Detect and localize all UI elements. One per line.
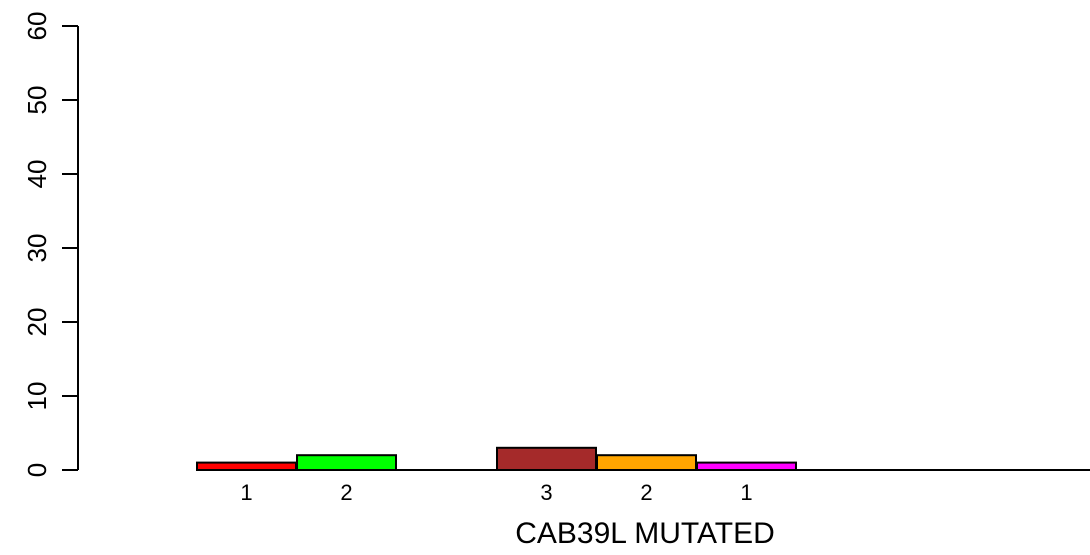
bar-count-label: 2 bbox=[340, 480, 352, 505]
bar bbox=[296, 454, 397, 472]
bar-count-label: 1 bbox=[240, 480, 252, 505]
y-tick-label: 40 bbox=[22, 160, 52, 189]
bars bbox=[196, 446, 797, 472]
y-tick-label: 20 bbox=[22, 308, 52, 337]
bar-count-label: 2 bbox=[640, 480, 652, 505]
bar-count-label: 3 bbox=[540, 480, 552, 505]
bar bbox=[596, 454, 697, 472]
bar bbox=[496, 446, 597, 471]
bar-count-label: 1 bbox=[740, 480, 752, 505]
y-axis: 0 10 20 30 40 50 60 bbox=[22, 12, 79, 477]
y-tick-label: 60 bbox=[22, 12, 52, 41]
bar bbox=[196, 461, 297, 472]
y-tick-label: 30 bbox=[22, 234, 52, 263]
y-tick-label: 50 bbox=[22, 86, 52, 115]
x-axis-title: CAB39L MUTATED bbox=[515, 517, 775, 550]
y-tick-label: 0 bbox=[22, 463, 52, 477]
y-tick-label: 10 bbox=[22, 382, 52, 411]
bar bbox=[696, 461, 797, 472]
bar-labels: 1 2 3 2 1 bbox=[240, 480, 752, 505]
